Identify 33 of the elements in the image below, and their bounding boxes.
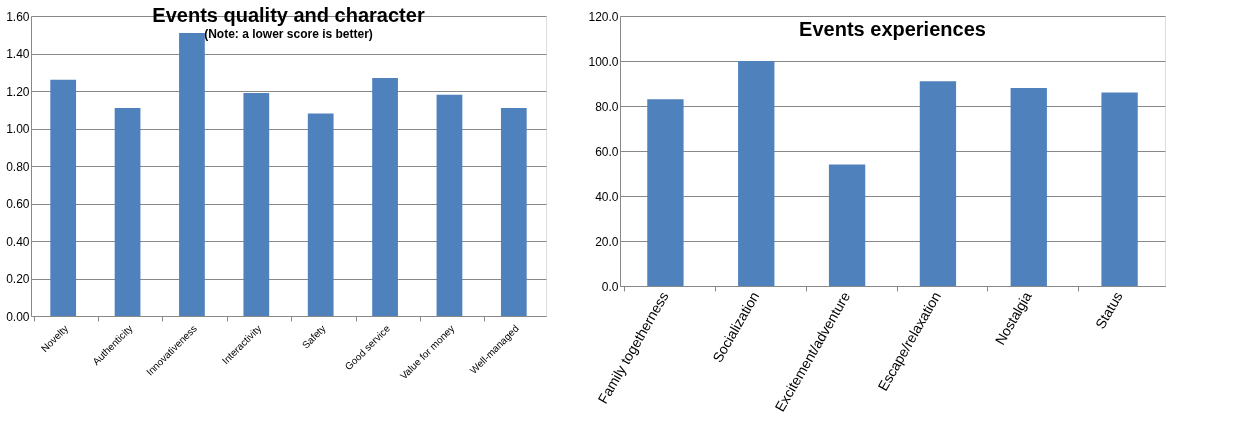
y-tick-label: 100.0 <box>588 54 619 69</box>
bar <box>114 107 141 316</box>
bar <box>307 113 334 316</box>
y-tick-label: 0.20 <box>6 272 30 286</box>
bar <box>50 79 77 316</box>
y-tick-label: 20.0 <box>595 234 619 249</box>
bar <box>828 164 866 286</box>
y-tick-label: 1.40 <box>6 47 30 61</box>
y-tick-label: 0.40 <box>6 234 30 249</box>
y-tick-label: 60.0 <box>595 144 619 159</box>
bar <box>919 81 957 286</box>
bar <box>243 92 270 316</box>
bar <box>647 99 684 286</box>
y-tick-label: 0.0 <box>601 279 619 294</box>
bar <box>500 107 527 316</box>
bar <box>738 61 775 286</box>
y-tick-label: 1.00 <box>6 122 30 136</box>
y-tick-label: 1.20 <box>6 84 30 99</box>
y-tick-label: 80.0 <box>595 99 619 114</box>
y-tick-label: 0.80 <box>6 159 30 174</box>
bar <box>372 77 398 316</box>
chart-title: Events experiences <box>799 18 986 40</box>
y-tick-label: 40.0 <box>595 189 619 204</box>
bar <box>1010 88 1047 286</box>
bar <box>1101 92 1138 286</box>
bar <box>179 32 205 316</box>
text: (Note: a lower score is better) <box>204 27 373 41</box>
y-tick-label: 120.0 <box>588 9 619 24</box>
y-tick-label: 1.60 <box>6 9 30 24</box>
y-tick-label: 0.60 <box>6 197 30 211</box>
y-tick-label: 0.00 <box>6 309 30 324</box>
chart-title: Events quality and character <box>152 4 425 26</box>
bar <box>436 94 463 316</box>
